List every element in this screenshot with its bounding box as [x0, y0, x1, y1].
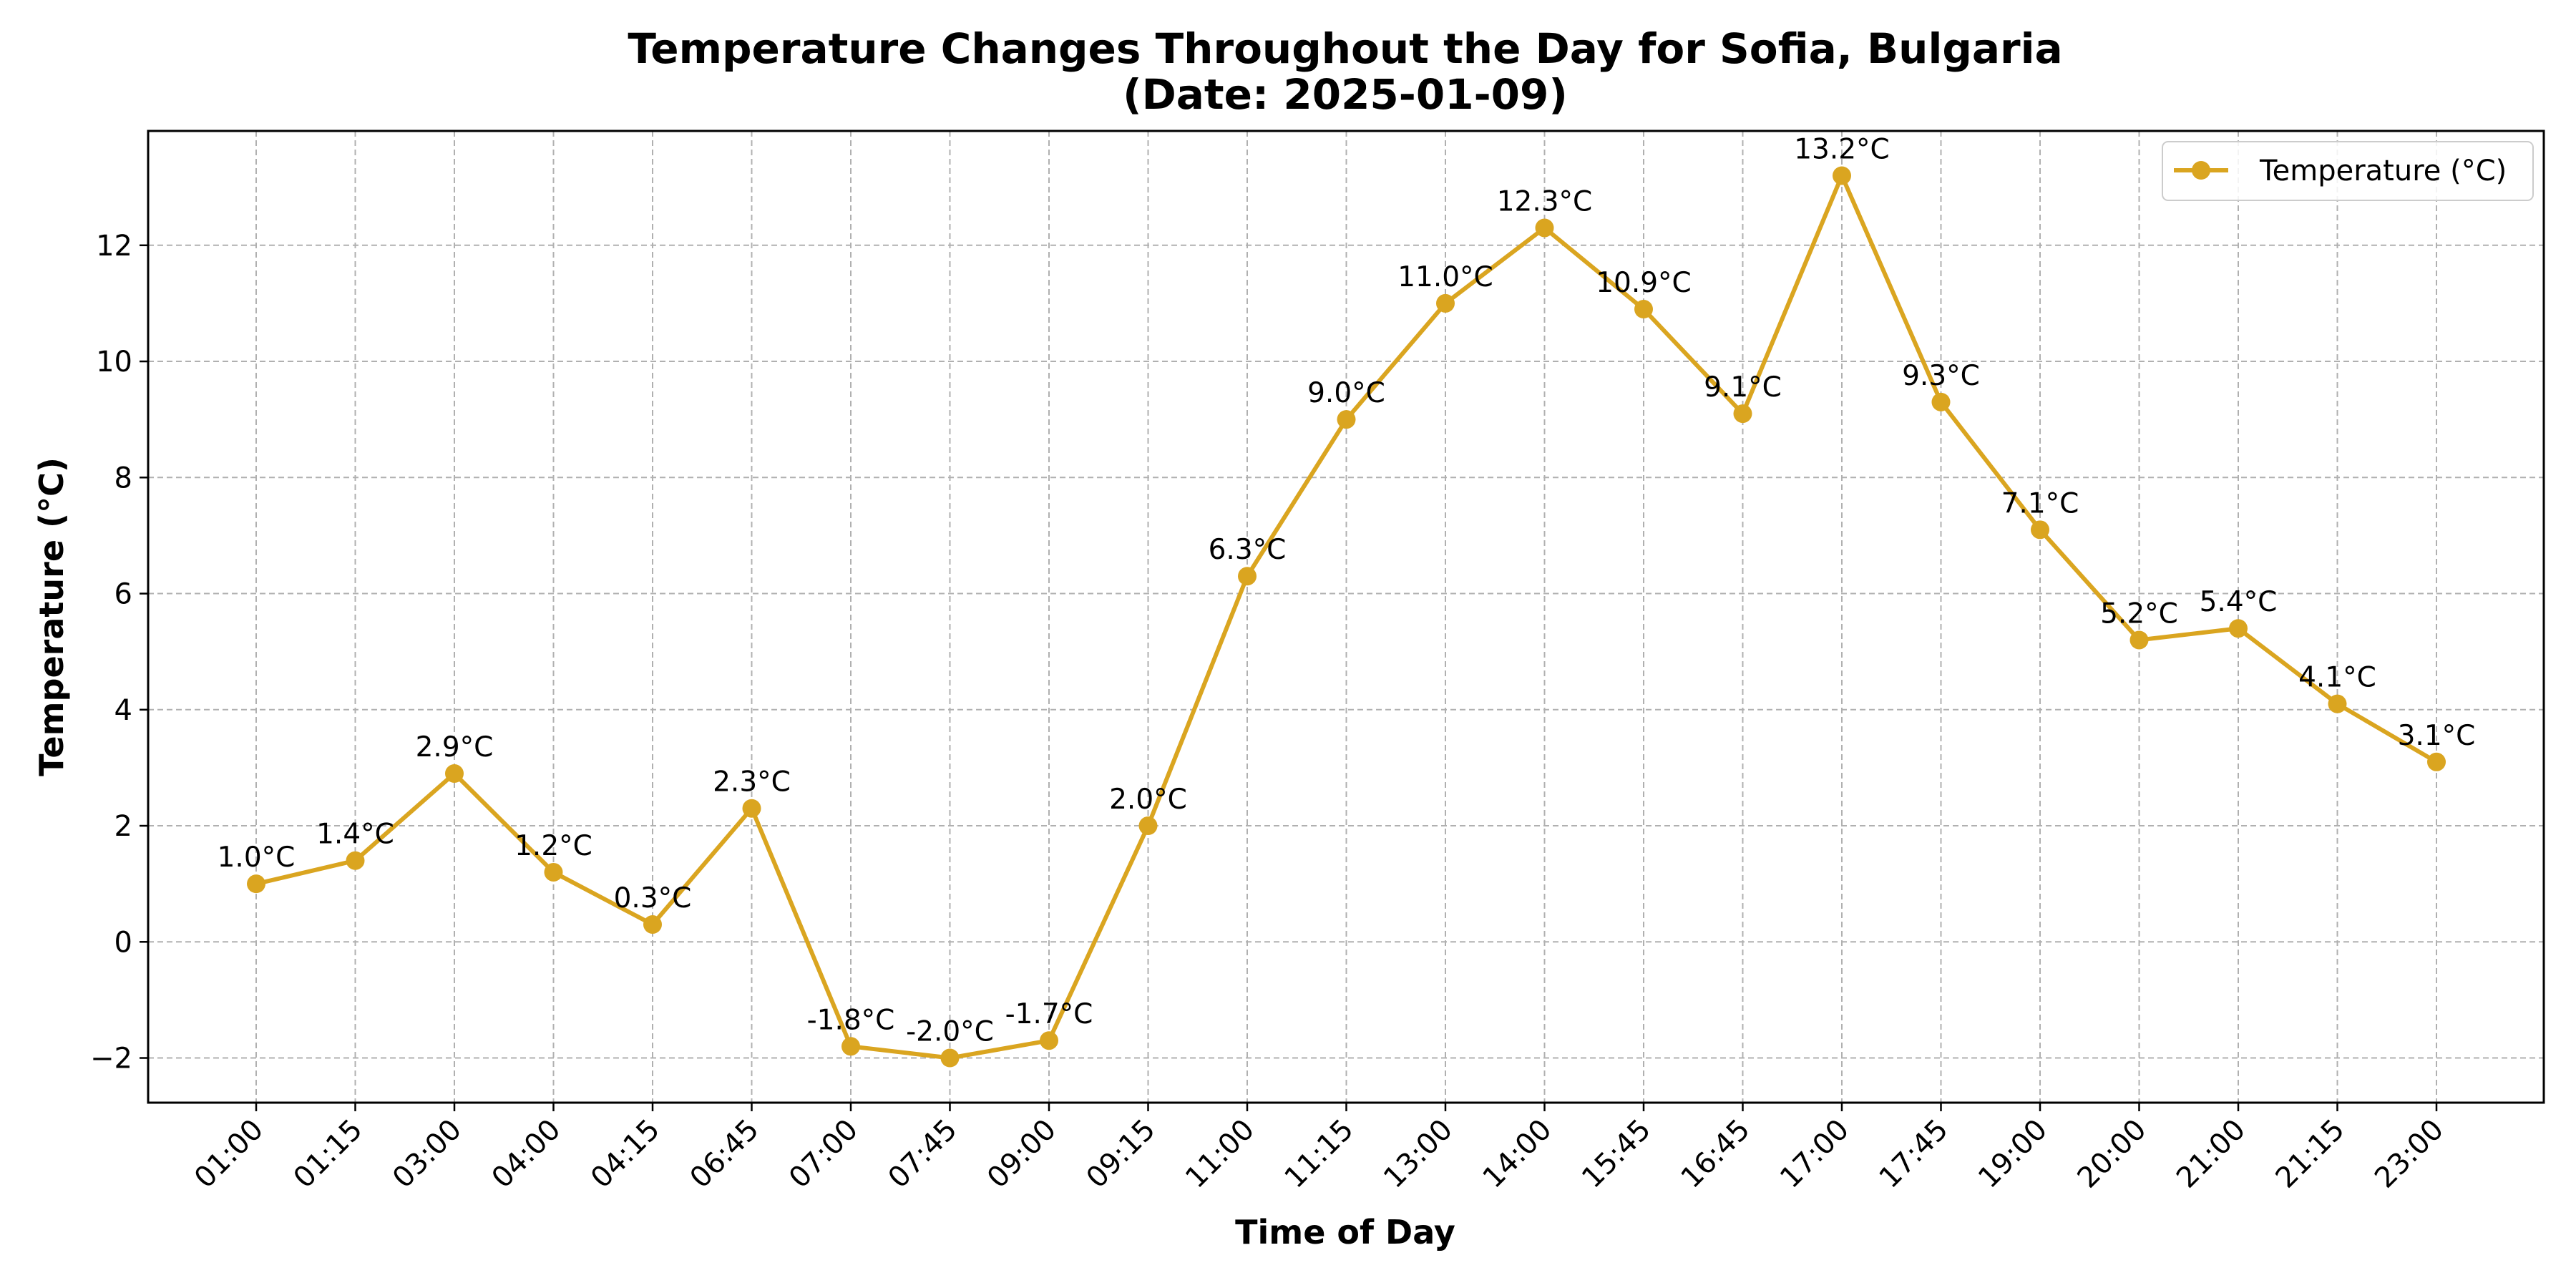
y-tick-label: −2 — [90, 1043, 132, 1075]
temperature-data-point — [742, 799, 761, 818]
temperature-data-point — [841, 1037, 860, 1056]
data-labels: 1.0°C 1.4°C 2.9°C 1.2°C 0.3°C 2.3°C -1.8°C -2.0… — [218, 133, 2476, 1048]
temperature-data-point — [2031, 520, 2049, 540]
temperature-data-label: 4.1°C — [2298, 662, 2376, 694]
temperature-data-point — [1535, 218, 1554, 238]
temperature-data-point — [2328, 694, 2347, 713]
temperature-data-label: 6.3°C — [1209, 534, 1287, 566]
grid-lines — [148, 131, 2544, 1103]
y-tick-label: 12 — [96, 230, 132, 263]
legend-box — [2162, 141, 2534, 201]
x-axis-label: Time of Day — [1235, 1213, 1455, 1252]
temperature-data-point — [643, 914, 662, 934]
chart-subtitle: (Date: 2025-01-09) — [1123, 70, 1568, 119]
temperature-data-label: 12.3°C — [1497, 185, 1593, 218]
temperature-data-label: -1.8°C — [807, 1004, 895, 1036]
temperature-data-point — [2427, 752, 2446, 771]
temperature-data-point — [1733, 404, 1752, 424]
temperature-data-point — [1138, 816, 1158, 836]
temperature-data-label: -1.7°C — [1005, 998, 1093, 1030]
temperature-data-point — [1436, 293, 1455, 313]
temperature-data-point — [1238, 567, 1257, 586]
temperature-data-label: -2.0°C — [906, 1016, 994, 1048]
temperature-data-point — [1931, 392, 1951, 411]
legend: Temperature (°C) — [2162, 141, 2534, 201]
temperature-data-point — [1833, 166, 1851, 185]
temperature-data-label: 13.2°C — [1794, 133, 1890, 165]
temperature-data-label: 2.0°C — [1109, 784, 1187, 816]
y-tick-label: 0 — [114, 926, 132, 959]
legend-series-label: Temperature (°C) — [2259, 155, 2507, 187]
chart-title: Temperature Changes Throughout the Day f… — [628, 24, 2062, 73]
y-tick-label: 10 — [96, 346, 132, 379]
temperature-data-point — [247, 874, 265, 894]
temperature-data-point — [346, 851, 365, 870]
temperature-data-label: 9.1°C — [1704, 371, 1782, 404]
temperature-data-point — [1337, 410, 1356, 429]
temperature-data-point — [2129, 630, 2149, 650]
temperature-data-label: 2.9°C — [416, 731, 494, 763]
temperature-data-label: 5.2°C — [2100, 597, 2178, 630]
temperature-data-point — [544, 862, 563, 882]
temperature-data-label: 5.4°C — [2200, 586, 2278, 618]
series-layer — [247, 166, 2446, 1068]
temperature-data-point — [445, 764, 464, 784]
y-tick-label: 4 — [114, 694, 132, 727]
y-axis-label: Temperature (°C) — [32, 457, 71, 776]
temperature-data-label: 0.3°C — [614, 882, 692, 914]
temperature-data-label: 11.0°C — [1397, 261, 1493, 293]
temperature-data-label: 1.4°C — [316, 819, 394, 851]
temperature-data-label: 7.1°C — [2001, 487, 2079, 519]
temperature-data-label: 1.2°C — [514, 830, 592, 862]
temperature-data-label: 2.3°C — [713, 766, 791, 799]
y-tick-label: 2 — [114, 810, 132, 843]
temperature-data-point — [1634, 300, 1653, 319]
temperature-data-label: 3.1°C — [2398, 720, 2476, 752]
temperature-data-label: 1.0°C — [218, 841, 296, 874]
temperature-data-point — [2229, 619, 2248, 638]
temperature-data-label: 10.9°C — [1596, 267, 1692, 299]
temperature-data-label: 9.3°C — [1902, 360, 1980, 392]
temperature-data-label: 9.0°C — [1307, 377, 1385, 409]
y-tick-label: 6 — [114, 578, 132, 611]
temperature-data-point — [1040, 1031, 1058, 1050]
temperature-data-point — [940, 1048, 960, 1068]
legend-series-marker — [2192, 161, 2210, 180]
y-tick-label: 8 — [114, 462, 132, 494]
